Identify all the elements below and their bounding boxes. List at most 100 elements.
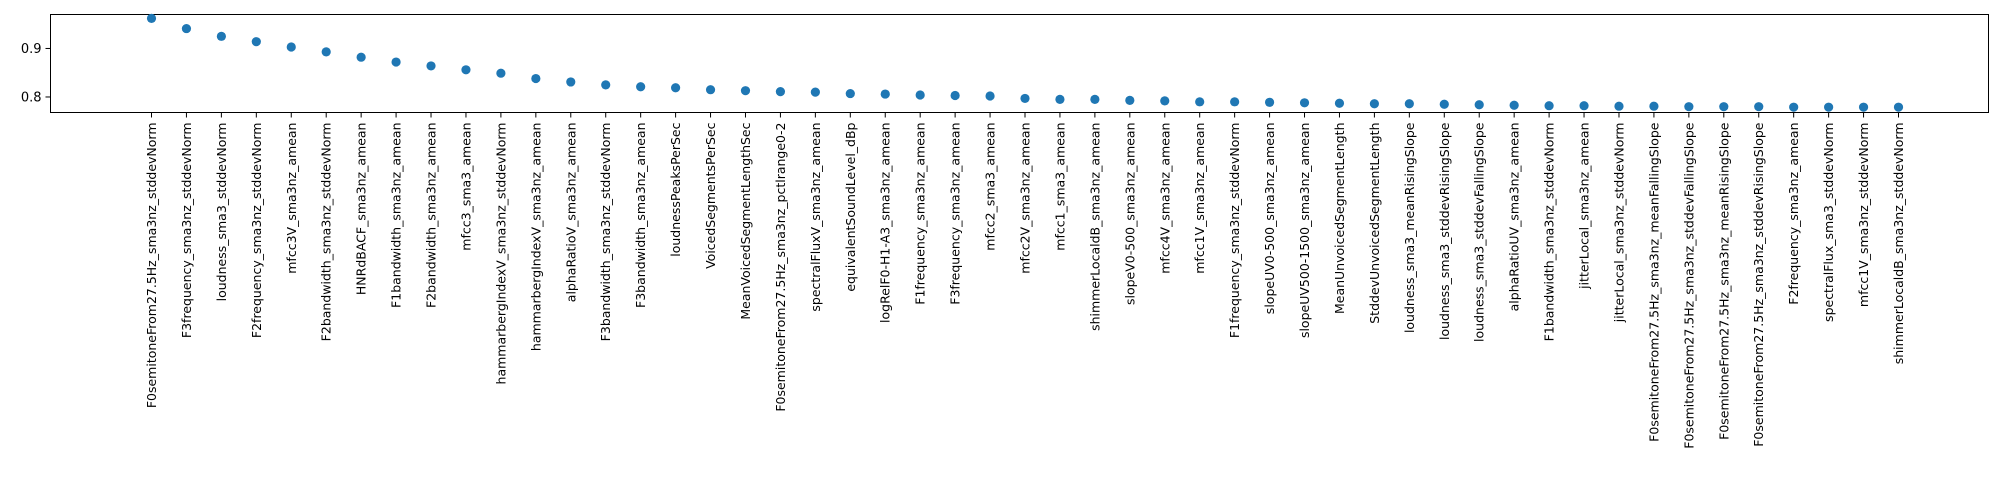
data-point [845,88,855,99]
data-point [1020,93,1030,104]
x-tick-label: loudnessPeaksPerSec [668,122,683,256]
data-point [216,31,226,41]
data-point [1264,97,1275,107]
data-point [1474,100,1484,110]
x-tick-label: HNRdBACF_sma3nz_amean [354,123,369,296]
x-tick-label: hammarbergIndexV_sma3nz_amean [528,123,543,352]
data-point [1614,101,1624,111]
x-tick-label: F3frequency_sma3nz_amean [948,123,963,305]
x-tick-label: MeanVoicedSegmentLengthSec [738,122,753,319]
data-point [531,73,541,84]
data-point [915,90,925,100]
data-point [391,57,401,67]
x-tick-label: shimmerLocaldB_sma3nz_stddevNorm [1891,123,1906,365]
x-tick-label: loudness_sma3_stddevRisingSlope [1437,122,1452,340]
data-point [1195,97,1205,107]
x-tick-label: F0semitoneFrom27.5Hz_sma3nz_meanRisingSl… [1716,122,1731,440]
data-point [1160,96,1170,106]
data-point [1754,102,1764,112]
data-point [671,83,681,93]
x-tick-label: alphaRatioV_sma3nz_amean [563,123,578,303]
x-tick-label: mfcc2V_sma3nz_amean [1018,123,1033,274]
data-point [566,77,576,87]
x-tick-label: F3bandwidth_sma3nz_amean [633,123,648,308]
data-point [146,13,157,23]
x-tick-label: F2bandwidth_sma3nz_stddevNorm [319,123,334,342]
x-tick-label: logRelF0-H1-A3_sma3nz_amean [878,123,893,323]
x-tick-label: loudness_sma3_stddevFallingSlope [1472,122,1487,342]
x-tick-label: F2frequency_sma3nz_stddevNorm [249,123,264,339]
x-tick-label: F0semitoneFrom27.5Hz_sma3nz_stddevNorm [144,123,159,409]
x-tick-label: F1bandwidth_sma3nz_stddevNorm [1542,123,1557,342]
x-tick-label: equivalentSoundLevel_dBp [843,122,858,291]
x-tick-label: mfcc3_sma3_amean [458,122,473,250]
x-tick-label: mfcc1_sma3_amean [1052,123,1067,251]
plot-area-frame [50,14,1989,113]
x-tick-label: mfcc2_sma3_amean [983,123,998,251]
data-point [950,90,960,101]
x-tick-label: F1frequency_sma3nz_amean [913,122,928,304]
x-tick-label: alphaRatioUV_sma3nz_amean [1507,123,1522,312]
data-point [985,91,995,101]
data-point [1544,101,1554,111]
data-point [1055,94,1065,105]
data-point [601,80,611,90]
x-tick-label: spectralFlux_sma3_stddevNorm [1821,123,1836,322]
data-point [181,23,192,34]
x-tick-label: jitterLocal_sma3nz_amean [1577,123,1592,290]
data-point [251,37,261,47]
data-point [496,68,506,78]
data-point [286,42,296,52]
x-tick-label: hammarbergIndexV_sma3nz_stddevNorm [493,123,508,385]
x-tick-label: slopeV0-500_sma3nz_amean [1122,123,1137,306]
data-point [1649,101,1659,111]
data-point [1824,102,1834,112]
data-point [1893,102,1904,112]
data-point [1230,97,1240,107]
x-tick-label: jitterLocal_sma3nz_stddevNorm [1611,123,1626,324]
x-tick-label: mfcc3V_sma3nz_amean [284,123,299,274]
x-tick-label: F0semitoneFrom27.5Hz_sma3nz_pctlrange0-2 [773,122,788,411]
x-tick-label: spectralFluxV_sma3nz_amean [808,123,823,312]
x-tick-label: F3bandwidth_sma3nz_stddevNorm [598,123,613,342]
data-point [1684,102,1694,112]
x-tick-label: loudness_sma3_meanRisingSlope [1402,122,1417,333]
data-point [1509,100,1519,110]
x-tick-label: F1bandwidth_sma3nz_amean [389,122,404,307]
data-point [1090,94,1100,105]
x-tick-label: VoicedSegmentsPerSec [703,122,718,269]
x-tick-label: F2bandwidth_sma3nz_amean [424,123,439,308]
data-point [1404,99,1414,109]
x-tick-label: F0semitoneFrom27.5Hz_sma3nz_stddevFallin… [1681,122,1696,449]
x-tick-label: loudness_sma3_stddevNorm [214,123,229,302]
y-tick-label: 0.9 [21,42,42,57]
x-tick-label: F2frequency_sma3nz_amean [1786,123,1801,305]
y-axis: 0.8 0.9 [21,42,51,105]
data-point [740,86,751,96]
data-point [705,85,716,95]
x-tick-label: mfcc4V_sma3nz_amean [1157,123,1172,274]
data-point [461,65,471,75]
data-point [1369,99,1379,109]
data-point [880,89,890,99]
data-point [1858,102,1869,112]
x-tick-label: F3frequency_sma3nz_stddevNorm [179,123,194,339]
x-tick-label: slopeUV500-1500_sma3nz_amean [1297,123,1312,339]
data-point [426,61,436,71]
x-tick-label: mfcc1V_sma3nz_stddevNorm [1856,123,1871,308]
x-tick-label: F0semitoneFrom27.5Hz_sma3nz_stddevRising… [1751,122,1766,447]
data-point [636,82,646,92]
x-tick-label: F0semitoneFrom27.5Hz_sma3nz_meanFallingS… [1646,122,1661,442]
data-points [146,13,1904,112]
data-point [1579,101,1589,111]
data-point [1439,99,1449,109]
x-tick-label: shimmerLocaldB_sma3nz_amean [1087,123,1102,331]
x-axis: F0semitoneFrom27.5Hz_sma3nz_stddevNorm F3… [144,112,1906,449]
x-tick-label: F1frequency_sma3nz_stddevNorm [1227,123,1242,339]
y-tick-label: 0.8 [21,90,42,105]
data-point [321,47,331,57]
data-point [1125,95,1135,105]
data-point [356,52,366,62]
